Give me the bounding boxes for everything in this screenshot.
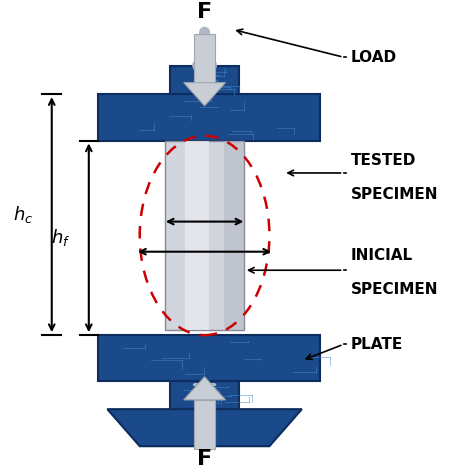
Text: TESTED: TESTED [350, 153, 416, 168]
FancyBboxPatch shape [98, 94, 320, 141]
FancyBboxPatch shape [194, 400, 215, 448]
Text: PLATE: PLATE [350, 337, 403, 352]
Polygon shape [184, 377, 226, 400]
Polygon shape [184, 82, 226, 106]
Text: $D_o$: $D_o$ [197, 189, 221, 210]
Polygon shape [107, 409, 302, 446]
FancyBboxPatch shape [165, 141, 244, 330]
Text: INICIAL: INICIAL [350, 248, 412, 263]
Text: SPECIMEN: SPECIMEN [350, 187, 438, 202]
FancyBboxPatch shape [98, 335, 320, 382]
FancyBboxPatch shape [170, 382, 239, 409]
Text: F: F [197, 449, 212, 469]
FancyBboxPatch shape [224, 141, 244, 330]
Text: F: F [197, 2, 212, 22]
FancyBboxPatch shape [185, 141, 209, 330]
Text: $h_f$: $h_f$ [51, 228, 70, 248]
FancyBboxPatch shape [170, 66, 239, 94]
FancyBboxPatch shape [194, 34, 215, 82]
Text: SPECIMEN: SPECIMEN [350, 282, 438, 297]
Text: $D_f$: $D_f$ [198, 219, 221, 240]
Text: LOAD: LOAD [350, 50, 397, 64]
Text: $h_c$: $h_c$ [13, 204, 33, 225]
